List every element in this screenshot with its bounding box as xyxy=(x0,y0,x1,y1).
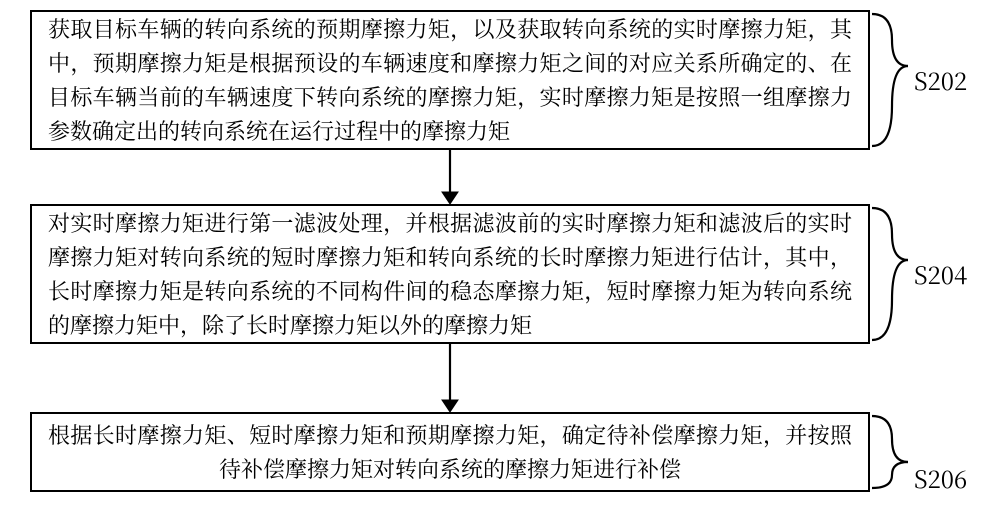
flowchart-canvas: 获取目标车辆的转向系统的预期摩擦力矩，以及获取转向系统的实时摩擦力矩，其中，预期… xyxy=(0,0,1000,516)
step-text-s202: 获取目标车辆的转向系统的预期摩擦力矩，以及获取转向系统的实时摩擦力矩，其中，预期… xyxy=(48,12,852,148)
step-brace-s204 xyxy=(870,204,910,344)
arrow-s204-to-s206 xyxy=(430,344,470,412)
step-box-s204: 对实时摩擦力矩进行第一滤波处理，并根据滤波前的实时摩擦力矩和滤波后的实时摩擦力矩… xyxy=(30,204,870,344)
step-text-s204: 对实时摩擦力矩进行第一滤波处理，并根据滤波前的实时摩擦力矩和滤波后的实时摩擦力矩… xyxy=(48,206,852,342)
step-brace-s202 xyxy=(870,10,910,150)
step-box-s202: 获取目标车辆的转向系统的预期摩擦力矩，以及获取转向系统的实时摩擦力矩，其中，预期… xyxy=(30,10,870,150)
step-label-s202: S202 xyxy=(914,62,967,97)
step-box-s206: 根据长时摩擦力矩、短时摩擦力矩和预期摩擦力矩，确定待补偿摩擦力矩，并按照待补偿摩… xyxy=(30,412,870,492)
step-label-s204: S204 xyxy=(914,256,967,291)
step-brace-s206 xyxy=(870,412,910,492)
step-label-s206: S206 xyxy=(914,460,967,495)
arrow-s202-to-s204 xyxy=(430,150,470,204)
step-text-s206: 根据长时摩擦力矩、短时摩擦力矩和预期摩擦力矩，确定待补偿摩擦力矩，并按照待补偿摩… xyxy=(48,418,852,486)
